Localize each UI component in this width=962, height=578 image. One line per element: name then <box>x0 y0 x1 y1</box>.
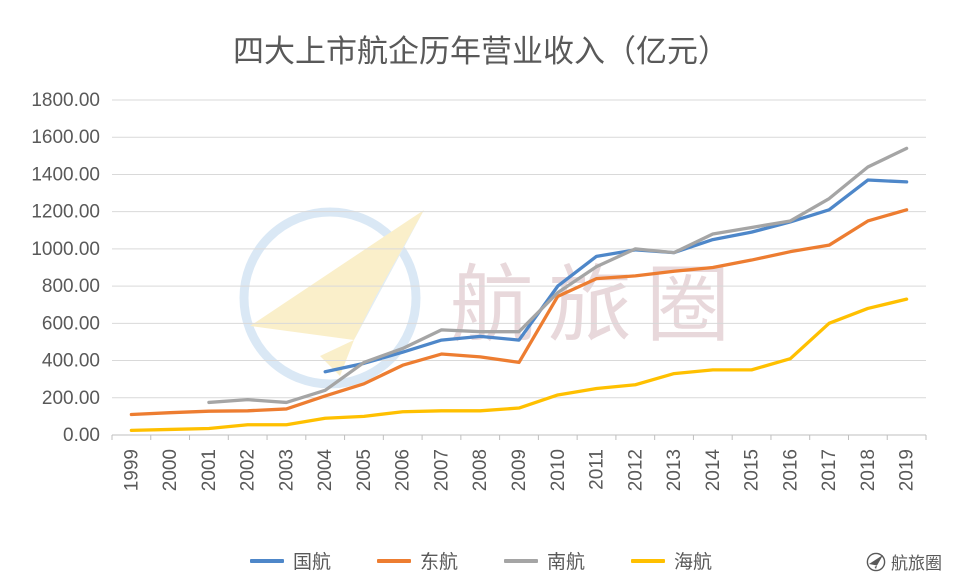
legend-item-东航: 东航 <box>376 547 458 574</box>
x-axis-tick-label: 2003 <box>276 449 297 491</box>
chart-title: 四大上市航企历年营业收入（亿元） <box>233 34 729 69</box>
y-axis-tick-label: 800.00 <box>42 276 100 297</box>
x-axis-tick-label: 2011 <box>587 449 608 490</box>
x-axis-tick-label: 2008 <box>470 449 491 491</box>
x-axis-tick-label: 2016 <box>780 449 801 491</box>
chart-legend: 国航 东航 南航 海航 <box>0 547 962 574</box>
y-axis-tick-label: 1600.00 <box>31 127 100 148</box>
paper-plane-icon <box>866 552 886 571</box>
x-axis-tick-label: 2014 <box>703 449 724 492</box>
legend-label: 海航 <box>674 552 713 573</box>
legend-item-海航: 海航 <box>631 547 712 574</box>
y-axis-tick-label: 1200.00 <box>31 202 100 223</box>
brand-logo: 航旅圈 <box>866 549 942 574</box>
y-axis-tick-label: 0.00 <box>63 425 100 446</box>
legend-swatch <box>376 558 411 563</box>
x-axis-tick-label: 2006 <box>393 449 414 491</box>
x-axis-tick-label: 2017 <box>819 449 840 491</box>
x-axis-tick-label: 2001 <box>199 449 220 491</box>
x-axis-tick-label: 2002 <box>238 449 259 491</box>
x-axis-tick-label: 2018 <box>858 449 879 491</box>
y-axis-tick-label: 1400.00 <box>31 164 100 185</box>
y-axis-tick-label: 600.00 <box>42 313 100 334</box>
watermark: 航旅圈 <box>232 198 744 398</box>
x-axis-tick-label: 2010 <box>548 449 569 491</box>
legend-label: 东航 <box>419 552 458 573</box>
x-axis-tick-label: 2000 <box>160 449 181 491</box>
line-chart: 0.00 200.00 400.00 600.00 800.00 1000.00 1200.… <box>31 90 927 492</box>
legend-item-国航: 国航 <box>249 547 331 574</box>
x-axis-tick-label: 2005 <box>354 449 375 491</box>
series-line-东航 <box>129 208 909 417</box>
x-axis-tick-label: 2015 <box>742 449 763 491</box>
x-axis-tick-label: 2013 <box>664 449 685 491</box>
legend-swatch <box>249 558 284 563</box>
x-axis-tick-label: 2004 <box>315 449 336 492</box>
x-axis-tick-label: 2019 <box>897 449 918 491</box>
x-axis-tick-label: 2012 <box>625 449 646 491</box>
legend-label: 南航 <box>547 552 586 573</box>
x-axis-tick-label: 1999 <box>121 449 142 491</box>
y-axis-tick-label: 1800.00 <box>31 90 100 111</box>
watermark-text: 航旅圈 <box>450 257 745 352</box>
series-line-国航 <box>323 178 909 374</box>
legend-label: 国航 <box>292 552 331 573</box>
y-axis-tick-label: 200.00 <box>42 388 100 409</box>
series-line-南航 <box>207 146 909 405</box>
x-axis-tick-label: 2009 <box>509 449 530 491</box>
legend-swatch <box>504 558 538 563</box>
legend-swatch <box>631 558 666 563</box>
x-axis-tick-label: 2007 <box>431 449 452 491</box>
brand-text: 航旅圈 <box>891 554 942 573</box>
series-line-海航 <box>129 297 909 432</box>
y-axis-tick-label: 1000.00 <box>31 239 100 260</box>
legend-item-南航: 南航 <box>504 547 585 574</box>
y-axis-tick-label: 400.00 <box>42 351 100 372</box>
